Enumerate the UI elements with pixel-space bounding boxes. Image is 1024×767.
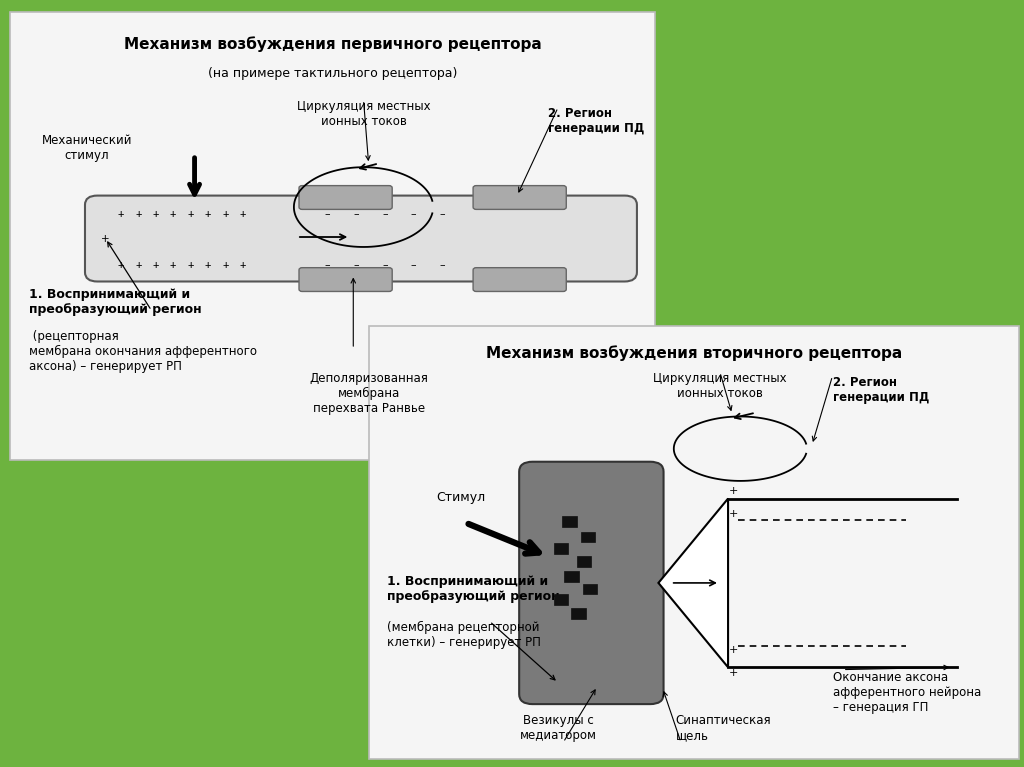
Text: Синаптическая
щель: Синаптическая щель (676, 714, 771, 742)
FancyBboxPatch shape (473, 186, 566, 209)
Text: 1. Воспринимающий и
преобразующий регион: 1. Воспринимающий и преобразующий регион (387, 575, 560, 604)
Text: –: – (382, 209, 388, 219)
Text: Механизм возбуждения первичного рецептора: Механизм возбуждения первичного рецептор… (124, 36, 542, 52)
FancyBboxPatch shape (299, 268, 392, 291)
Text: Везикулы с
медиатором: Везикулы с медиатором (519, 714, 597, 742)
Text: +: + (728, 486, 738, 496)
Bar (554, 594, 568, 605)
Text: +: + (118, 209, 124, 219)
Text: Механический
стимул: Механический стимул (42, 134, 132, 163)
Text: Циркуляция местных
ионных токов: Циркуляция местных ионных токов (297, 100, 430, 128)
Text: +: + (205, 209, 211, 219)
Text: +: + (153, 259, 159, 270)
Bar (577, 556, 591, 567)
Text: –: – (411, 209, 417, 219)
Text: (на примере тактильного рецептора): (на примере тактильного рецептора) (208, 67, 458, 80)
FancyBboxPatch shape (519, 462, 664, 704)
Text: 1. Воспринимающий и
преобразующий регион: 1. Воспринимающий и преобразующий регион (29, 288, 202, 316)
Text: –: – (382, 259, 388, 270)
FancyBboxPatch shape (85, 196, 637, 281)
Text: –: – (325, 259, 331, 270)
Text: +: + (170, 259, 176, 270)
Text: Механизм возбуждения вторичного рецептора: Механизм возбуждения вторичного рецептор… (485, 345, 902, 361)
FancyBboxPatch shape (369, 326, 1019, 759)
Text: +: + (170, 209, 176, 219)
Text: Циркуляция местных
ионных токов: Циркуляция местных ионных токов (653, 372, 786, 400)
Bar (581, 532, 595, 542)
Text: +: + (135, 259, 141, 270)
Text: +: + (187, 209, 194, 219)
Bar (562, 516, 577, 527)
Text: +: + (118, 259, 124, 270)
Text: 2. Регион
генерации ПД: 2. Регион генерации ПД (548, 107, 644, 136)
FancyBboxPatch shape (473, 268, 566, 291)
Text: Деполяризованная
мембрана
перехвата Ранвье: Деполяризованная мембрана перехвата Ранв… (309, 372, 428, 415)
Text: +: + (728, 645, 738, 656)
Bar (554, 543, 568, 554)
Bar (564, 571, 579, 582)
Text: +: + (728, 509, 738, 519)
Bar (571, 608, 586, 619)
Text: +: + (240, 209, 246, 219)
Text: –: – (439, 209, 445, 219)
Text: +: + (222, 259, 228, 270)
Text: +: + (240, 259, 246, 270)
Text: +: + (101, 233, 110, 244)
Text: +: + (222, 209, 228, 219)
FancyBboxPatch shape (299, 186, 392, 209)
Text: –: – (353, 259, 359, 270)
Text: Стимул: Стимул (436, 491, 485, 504)
Text: +: + (205, 259, 211, 270)
Text: +: + (153, 209, 159, 219)
Text: Окончание аксона
афферентного нейрона
– генерация ГП: Окончание аксона афферентного нейрона – … (833, 671, 981, 714)
Text: 2. Регион
генерации ПД: 2. Регион генерации ПД (833, 376, 929, 404)
Text: (мембрана рецепторной
клетки) – генерирует РП: (мембрана рецепторной клетки) – генериру… (387, 621, 541, 650)
Polygon shape (658, 499, 728, 667)
Text: –: – (353, 209, 359, 219)
FancyBboxPatch shape (10, 12, 655, 460)
Text: –: – (325, 209, 331, 219)
Bar (583, 584, 597, 594)
Text: –: – (411, 259, 417, 270)
Text: +: + (728, 668, 738, 679)
Text: +: + (187, 259, 194, 270)
Text: (рецепторная
мембрана окончания афферентного
аксона) – генерирует РП: (рецепторная мембрана окончания афферент… (29, 330, 257, 373)
Text: +: + (135, 209, 141, 219)
Text: –: – (439, 259, 445, 270)
